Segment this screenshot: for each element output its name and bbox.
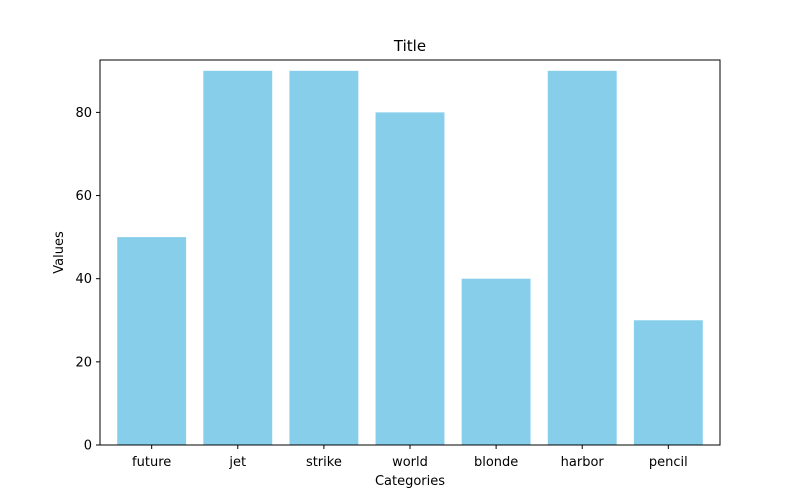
bar-blonde	[461, 278, 531, 445]
bar-strike	[289, 70, 359, 445]
bars	[117, 70, 703, 446]
x-tick-label: jet	[228, 455, 246, 470]
y-tick-label: 40	[75, 272, 92, 287]
y-axis-label: Values	[52, 231, 67, 274]
y-tick-label: 20	[75, 355, 92, 370]
y-tick-label: 80	[75, 106, 92, 121]
x-axis-ticks: future jet strike world blonde harbor pencil	[132, 445, 688, 470]
bar-jet	[203, 70, 273, 445]
x-axis-label: Categories	[375, 474, 445, 489]
bar-harbor	[547, 70, 617, 445]
y-axis-ticks: 0 20 40 60 80	[75, 106, 100, 454]
x-tick-label: strike	[306, 455, 342, 470]
bar-world	[375, 112, 445, 446]
x-tick-label: pencil	[649, 455, 688, 470]
plot-frame	[99, 59, 721, 446]
x-tick-label: world	[392, 455, 428, 470]
bar-pencil	[633, 320, 703, 445]
chart-title: Title	[393, 37, 426, 55]
bar-future	[117, 237, 187, 445]
x-tick-label: harbor	[561, 455, 605, 470]
y-tick-label: 0	[84, 439, 92, 454]
y-tick-label: 60	[75, 189, 92, 204]
x-tick-label: blonde	[474, 455, 518, 470]
x-tick-label: future	[132, 455, 171, 470]
